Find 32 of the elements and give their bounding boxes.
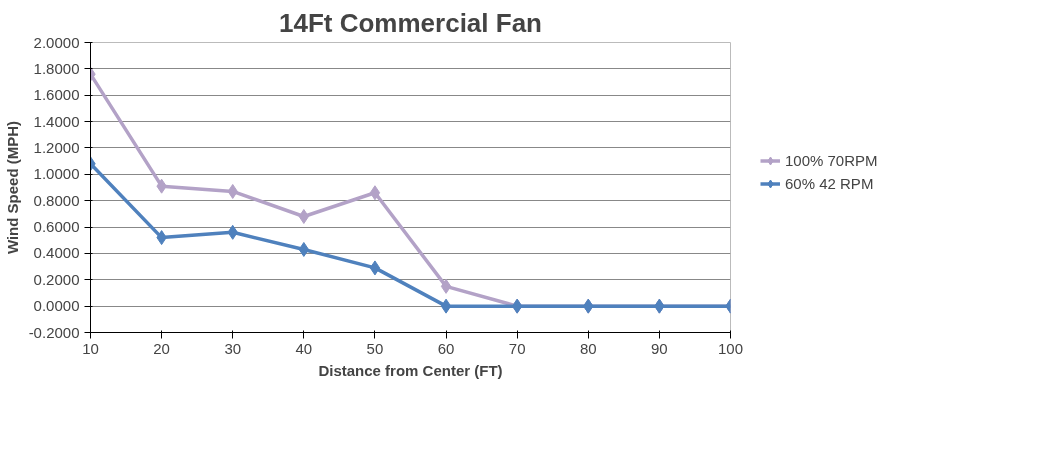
y-tick-label: 0.4000 [33, 244, 80, 262]
chart-title: 14Ft Commercial Fan [279, 7, 542, 38]
point [298, 209, 309, 224]
point [369, 185, 381, 201]
y-axis-title: Wind Speed (MPH) [3, 120, 21, 255]
x-tick-label: 60 [437, 339, 455, 357]
y-tick-label: -0.2000 [28, 323, 80, 341]
y-tick-label: 1.4000 [33, 112, 80, 130]
y-tick-label: 1.6000 [33, 86, 80, 104]
y-tick-label: 1.8000 [33, 59, 80, 77]
x-tick-label: 70 [508, 339, 526, 357]
x-tick-label: 100 [717, 339, 744, 357]
point [369, 260, 381, 276]
x-tick-label: 90 [651, 339, 668, 357]
legend-label: 60% 42 RPM [785, 174, 874, 192]
y-tick-label: 1.0000 [33, 165, 80, 183]
x-tick-label: 20 [153, 339, 170, 357]
point [440, 298, 452, 314]
y-tick-label: 2.0000 [33, 33, 80, 51]
y-tick-label: 0.8000 [33, 191, 80, 209]
y-tick-label: 1.2000 [33, 138, 80, 156]
x-axis-title: Distance from Center (FT) [318, 361, 503, 379]
y-tick-label: 0.0000 [33, 297, 80, 315]
x-tick-label: 10 [82, 339, 99, 357]
x-tick-label: 50 [366, 339, 384, 357]
y-tick-label: 0.2000 [33, 270, 80, 288]
point [440, 278, 452, 294]
x-tick-label: 80 [579, 339, 597, 357]
x-tick-label: 30 [224, 339, 242, 357]
legend-label: 100% 70RPM [785, 151, 878, 169]
x-tick-label: 40 [295, 339, 313, 357]
y-tick-label: 0.6000 [33, 218, 80, 236]
